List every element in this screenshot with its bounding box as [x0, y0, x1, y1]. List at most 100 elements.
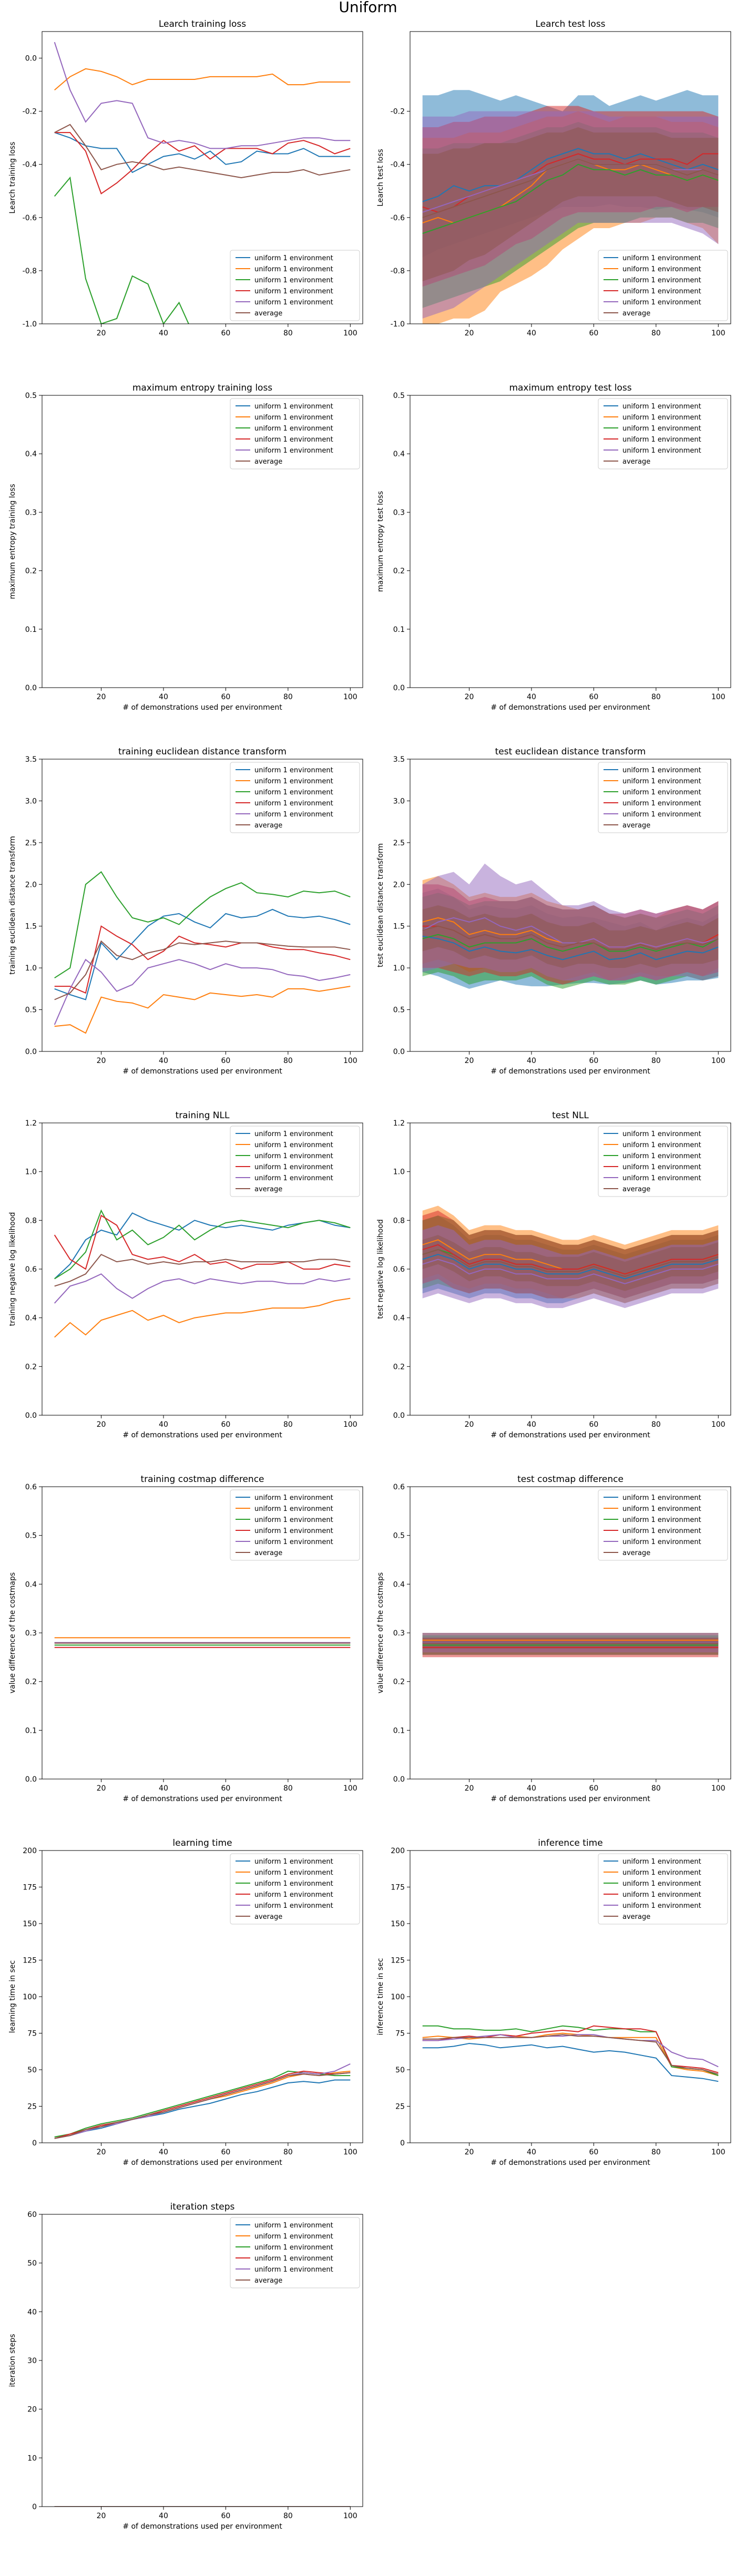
y-tick-label: 125: [391, 1957, 405, 1965]
x-tick-label: 20: [97, 2512, 106, 2520]
series-line-1: [54, 2079, 351, 2139]
y-tick-label: 150: [23, 1920, 37, 1928]
plot-area: [54, 2063, 351, 2139]
x-tick-label: 80: [651, 2148, 661, 2156]
plot-area: [54, 1209, 351, 1338]
legend-label: uniform 1 environment: [622, 447, 701, 455]
chart-12: iteration steps # of demonstrations used …: [8, 2202, 363, 2531]
series-line-5: [422, 917, 719, 948]
x-tick-label: 60: [221, 1420, 231, 1429]
y-tick-label: 0: [32, 2139, 37, 2148]
y-tick-label: 1.0: [25, 964, 37, 973]
plot-area: [54, 1637, 351, 1648]
plot-area: [422, 863, 719, 989]
series-line-6: [54, 940, 351, 1000]
x-tick-label: 80: [283, 2512, 293, 2520]
chart-title: Learch test loss: [535, 19, 605, 29]
y-tick-label: 0.0: [393, 1412, 405, 1420]
y-tick-label: 0.5: [393, 1006, 405, 1015]
axes-frame: [410, 1486, 731, 1780]
legend-label: uniform 1 environment: [622, 277, 701, 284]
legend-label: uniform 1 environment: [622, 1880, 701, 1888]
y-tick-label: 0.2: [25, 567, 37, 576]
x-axis-label: # of demonstrations used per environment: [122, 1795, 282, 1803]
x-tick-label: 100: [343, 1420, 357, 1429]
x-tick-label: 60: [221, 1057, 231, 1065]
legend: uniform 1 environment uniform 1 environme…: [230, 2217, 360, 2288]
series-line-4: [422, 1244, 719, 1275]
legend-box: [598, 1853, 728, 1925]
legend-label: uniform 1 environment: [622, 1869, 701, 1877]
legend-label: uniform 1 environment: [254, 447, 333, 455]
legend-box: [230, 398, 360, 469]
legend: uniform 1 environment uniform 1 environme…: [598, 250, 728, 321]
y-tick-label: 40: [27, 2308, 37, 2316]
y-tick-label: 125: [23, 1957, 37, 1965]
legend-label: uniform 1 environment: [622, 254, 701, 262]
x-tick-label: 60: [221, 2512, 231, 2520]
y-tick-label: 0.5: [25, 1006, 37, 1015]
y-tick-label: 0.3: [393, 508, 405, 517]
y-tick-label: 0: [32, 2503, 37, 2511]
x-tick-label: 80: [283, 693, 293, 701]
x-tick-label: 60: [221, 329, 231, 338]
chart-11: inference time # of demonstrations used p…: [376, 1838, 731, 2167]
y-axis-label: Learch test loss: [376, 149, 385, 207]
y-tick-label: 0.0: [25, 684, 37, 692]
series-line-3: [54, 2070, 351, 2138]
x-tick-label: 80: [651, 1420, 661, 1429]
legend-label: uniform 1 environment: [254, 1858, 333, 1866]
x-tick-label: 40: [159, 2512, 168, 2520]
y-tick-label: 0.1: [25, 1726, 37, 1735]
y-tick-label: 50: [27, 2260, 37, 2268]
x-tick-label: 20: [465, 329, 474, 338]
x-tick-label: 40: [527, 2148, 536, 2156]
legend-label: uniform 1 environment: [622, 299, 701, 306]
x-tick-label: 80: [651, 329, 661, 338]
y-tick-label: 25: [27, 2103, 37, 2111]
series-line-1: [54, 132, 351, 173]
plot-area: [422, 1633, 719, 1658]
y-tick-label: 0.6: [393, 1483, 405, 1491]
legend-label: uniform 1 environment: [622, 414, 701, 422]
y-axis-label: training negative log likelihood: [8, 1212, 17, 1326]
y-tick-label: 0.5: [25, 1532, 37, 1540]
x-tick-label: 60: [589, 329, 599, 338]
y-tick-label: 0.0: [393, 684, 405, 692]
chart-3: maximum entropy test loss # of demonstrat…: [376, 383, 731, 712]
y-tick-label: 0.1: [25, 626, 37, 634]
y-tick-label: 75: [27, 2030, 37, 2038]
x-tick-label: 20: [465, 2148, 474, 2156]
axes-frame: [410, 759, 731, 1052]
y-tick-label: 0.0: [25, 1775, 37, 1784]
chart-title: Learch training loss: [159, 19, 246, 29]
legend-label: uniform 1 environment: [622, 436, 701, 444]
legend-label: uniform 1 environment: [254, 414, 333, 422]
series-band-6: [422, 1235, 719, 1291]
y-tick-label: 50: [395, 2066, 405, 2074]
legend-label: uniform 1 environment: [622, 1141, 701, 1149]
legend-label: uniform 1 environment: [622, 800, 701, 807]
plot-area: [422, 1205, 719, 1309]
y-tick-label: 2.5: [393, 839, 405, 847]
chart-10: learning time # of demonstrations used pe…: [8, 1838, 363, 2167]
legend-label: uniform 1 environment: [622, 766, 701, 774]
y-tick-label: 1.5: [393, 923, 405, 931]
y-tick-label: 175: [23, 1884, 37, 1892]
legend: uniform 1 environment uniform 1 environme…: [598, 1853, 728, 1925]
y-tick-label: 3.0: [393, 797, 405, 805]
x-tick-label: 40: [159, 2148, 168, 2156]
y-tick-label: 25: [395, 2103, 405, 2111]
legend-label: average: [254, 310, 282, 318]
legend-label: average: [254, 1913, 282, 1921]
legend-label: uniform 1 environment: [622, 1505, 701, 1513]
legend: uniform 1 environment uniform 1 environme…: [230, 1489, 360, 1561]
x-axis-label: # of demonstrations used per environment: [490, 703, 650, 712]
legend-label: uniform 1 environment: [622, 425, 701, 433]
x-axis-label: # of demonstrations used per environment: [122, 1067, 282, 1076]
legend-box: [598, 1126, 728, 1197]
legend-label: uniform 1 environment: [254, 1880, 333, 1888]
legend-label: uniform 1 environment: [254, 1516, 333, 1524]
legend-box: [230, 1853, 360, 1925]
plot-area: [422, 90, 719, 324]
